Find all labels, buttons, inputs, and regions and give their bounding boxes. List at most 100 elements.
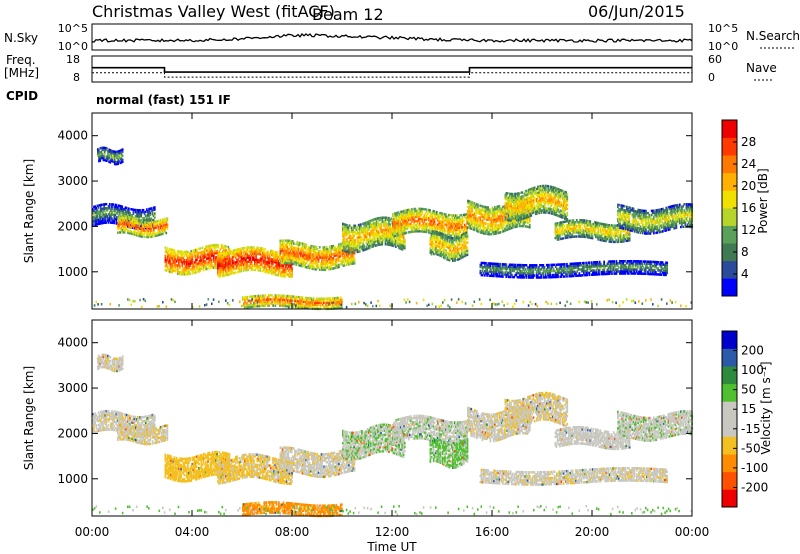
- heatmap-cell: [450, 255, 453, 258]
- heatmap-cell: [282, 266, 284, 270]
- heatmap-cell: [539, 209, 542, 212]
- heatmap-cell: [287, 251, 290, 255]
- heatmap-cell: [528, 217, 531, 221]
- heatmap-cell: [556, 230, 559, 233]
- heatmap-cell: [313, 257, 315, 261]
- heatmap-cell: [309, 252, 312, 256]
- heatmap-cell: [209, 267, 212, 270]
- heatmap-cell: [434, 214, 437, 218]
- heatmap-cell: [547, 199, 550, 202]
- heatmap-cell: [285, 261, 287, 265]
- heatmap-cell: [375, 219, 378, 223]
- heatmap-cell: [504, 212, 507, 215]
- heatmap-cell: [559, 203, 562, 206]
- heatmap-cell: [453, 243, 455, 246]
- heatmap-cell: [323, 258, 326, 261]
- heatmap-cell: [330, 261, 332, 265]
- heatmap-cell: [492, 212, 495, 215]
- heatmap-cell: [394, 214, 397, 217]
- heatmap-cell: [401, 246, 404, 249]
- heatmap-cell: [393, 214, 395, 218]
- heatmap-cell: [251, 258, 254, 261]
- heatmap-cell: [478, 228, 480, 232]
- heatmap-cell: [253, 254, 255, 257]
- heatmap-cell: [317, 260, 320, 263]
- heatmap-cell: [387, 243, 389, 246]
- heatmap-cell: [515, 208, 518, 212]
- heatmap-cell: [430, 244, 433, 248]
- heatmap-cell: [434, 228, 437, 232]
- heatmap-cell: [357, 236, 360, 239]
- heatmap-cell: [561, 237, 564, 240]
- heatmap-cell: [519, 216, 521, 219]
- heatmap-cell: [148, 209, 150, 213]
- heatmap-cell: [281, 243, 284, 246]
- heatmap-cell: [119, 208, 121, 212]
- heatmap-cell: [343, 245, 345, 249]
- heatmap-cell: [257, 248, 260, 252]
- heatmap-cell: [373, 226, 376, 229]
- heatmap-cell: [312, 253, 314, 256]
- heatmap-cell: [281, 249, 284, 253]
- heatmap-cell: [181, 256, 184, 260]
- heatmap-cell: [232, 265, 235, 269]
- heatmap-cell: [555, 211, 557, 215]
- heatmap-cell: [238, 247, 241, 251]
- heatmap-cell: [162, 228, 164, 231]
- heatmap-cell: [382, 216, 385, 219]
- heatmap-cell: [221, 272, 224, 276]
- heatmap-cell: [277, 272, 280, 275]
- heatmap-cell: [97, 222, 100, 226]
- heatmap-cell: [159, 227, 162, 230]
- heatmap-cell: [564, 217, 566, 220]
- heatmap-cell: [107, 205, 110, 208]
- heatmap-cell: [347, 228, 350, 231]
- heatmap-cell: [316, 264, 319, 267]
- heatmap-cell: [173, 259, 176, 262]
- heatmap-cell: [253, 252, 255, 255]
- heatmap-cell: [340, 244, 342, 248]
- heatmap-cell: [423, 228, 426, 231]
- freq-left-tick-bottom: 8: [73, 71, 80, 84]
- heatmap-cell: [164, 225, 166, 229]
- heatmap-cell: [366, 247, 369, 250]
- heatmap-cell: [456, 232, 458, 236]
- heatmap-cell: [498, 231, 501, 234]
- heatmap-cell: [504, 201, 507, 205]
- heatmap-cell: [135, 225, 137, 229]
- heatmap-cell: [527, 197, 529, 200]
- heatmap-cell: [294, 256, 296, 260]
- heatmap-cell: [343, 231, 345, 234]
- heatmap-cell: [95, 207, 98, 210]
- heatmap-cell: [223, 266, 226, 269]
- nsky-left-tick-bottom: 10^0: [58, 40, 88, 53]
- heatmap-cell: [401, 222, 403, 226]
- heatmap-cell: [501, 216, 504, 219]
- heatmap-cell: [132, 218, 135, 222]
- heatmap-cell: [426, 229, 429, 232]
- heatmap-cell: [541, 205, 544, 208]
- heatmap-cell: [478, 216, 480, 219]
- heatmap-cell: [279, 245, 282, 249]
- heatmap-cell: [170, 250, 172, 253]
- heatmap-cell: [104, 203, 107, 206]
- heatmap-cell: [472, 218, 475, 221]
- heatmap-cell: [249, 264, 252, 268]
- heatmap-cell: [191, 266, 194, 269]
- heatmap-cell: [462, 237, 464, 240]
- heatmap-cell: [473, 212, 476, 215]
- heatmap-cell: [120, 215, 122, 218]
- heatmap-cell: [395, 212, 398, 215]
- heatmap-cell: [542, 196, 545, 200]
- heatmap-cell: [529, 192, 532, 195]
- heatmap-cell: [277, 274, 280, 277]
- heatmap-cell: [259, 263, 262, 266]
- heatmap-cell: [461, 218, 464, 221]
- heatmap-cell: [276, 253, 279, 256]
- heatmap-cell: [527, 221, 530, 225]
- heatmap-cell: [150, 209, 153, 212]
- heatmap-cell: [437, 253, 440, 256]
- heatmap-cell: [397, 211, 400, 214]
- heatmap-cell: [491, 212, 494, 215]
- heatmap-cell: [97, 206, 100, 209]
